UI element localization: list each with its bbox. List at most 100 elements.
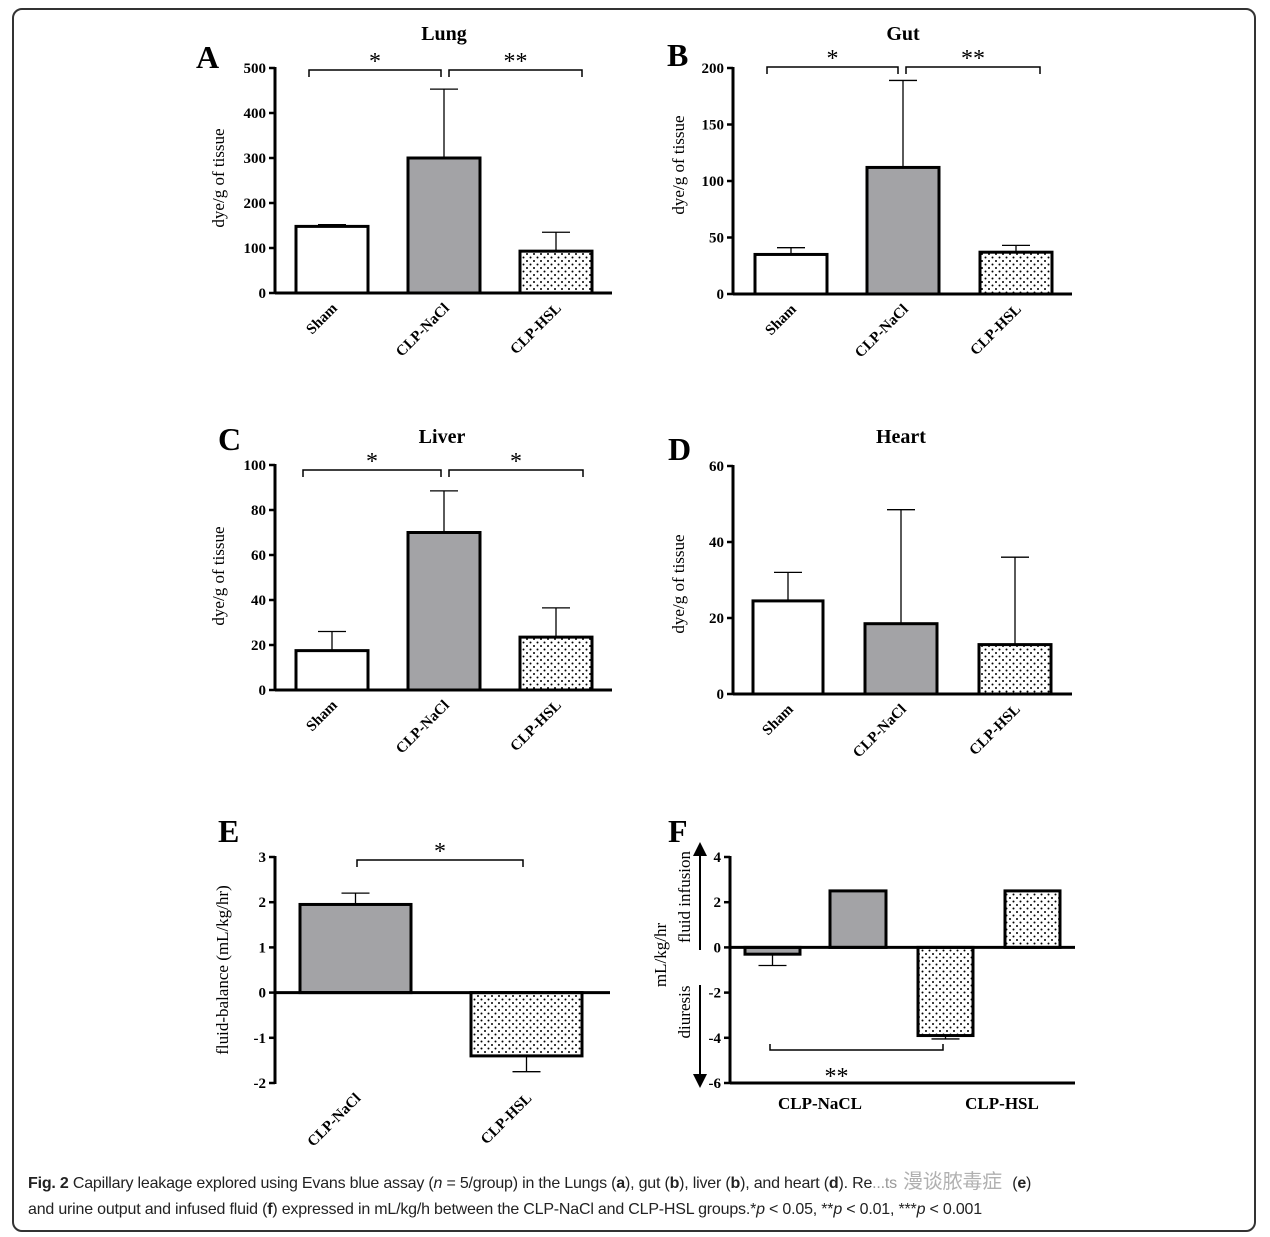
arrow-down-icon [693, 1074, 707, 1088]
watermark: 漫谈脓毒症 [902, 1169, 1002, 1193]
y-tick-label: 200 [702, 61, 725, 77]
y-tick-label: -2 [709, 986, 722, 1002]
x-tick-label: Sham [304, 300, 342, 338]
x-tick-label: CLP-HSL [967, 702, 1024, 759]
significance-bracket [448, 69, 583, 77]
x-tick-label: CLP-NaCl [393, 301, 453, 361]
caption-ref: a [616, 1175, 625, 1192]
x-tick-label: CLP-HSL [478, 1091, 535, 1148]
bar [1003, 889, 1062, 949]
y-tick-label: 150 [702, 118, 725, 134]
x-tick-label: CLP-HSL [968, 302, 1025, 359]
significance-label: * [827, 46, 839, 72]
caption-text: = 5/group) in the Lungs ( [442, 1175, 617, 1192]
x-tick-label: CLP-NaCl [305, 1091, 365, 1151]
caption-text: < 0.001 [925, 1201, 983, 1218]
bar [978, 250, 1054, 296]
y-tick-label: 300 [244, 151, 267, 167]
significance-label: ** [961, 46, 985, 72]
bar [406, 531, 482, 692]
y-tick-label: 100 [244, 458, 267, 474]
y-axis-label: dye/g of tissue [669, 115, 688, 214]
bar [863, 622, 939, 696]
caption-text-obscured: ...ts [872, 1175, 897, 1192]
caption-ref: e [1017, 1175, 1027, 1192]
y-axis-label-diuresis: diuresis [675, 986, 694, 1039]
significance-label: * [366, 449, 378, 475]
x-tick-label: CLP-NaCl [850, 702, 910, 762]
y-tick-label: 100 [702, 174, 725, 190]
y-tick-label: 2 [259, 895, 267, 911]
panel-label: B [667, 37, 688, 73]
caption-fig-label: Fig. 2 [28, 1175, 69, 1192]
bar [518, 249, 594, 295]
y-tick-label: 200 [244, 196, 267, 212]
caption-ref: d [828, 1175, 839, 1192]
x-tick-label: Sham [760, 701, 798, 739]
y-tick-label: -2 [254, 1076, 267, 1092]
significance-bracket [302, 469, 442, 477]
caption-ref: f [267, 1201, 273, 1218]
arrow-up-icon [693, 842, 707, 856]
caption-text: ). Re [838, 1175, 873, 1192]
y-axis-label: dye/g of tissue [209, 128, 228, 227]
x-tick-label: CLP-NaCL [778, 1094, 862, 1113]
bar [294, 224, 370, 295]
y-tick-label: 20 [709, 611, 724, 627]
y-tick-label: 0 [259, 286, 267, 302]
bar [298, 902, 413, 995]
y-tick-label: 400 [244, 106, 267, 122]
y-tick-label: 0 [259, 986, 267, 1002]
caption-text: p [756, 1201, 765, 1218]
y-tick-label: 0 [714, 940, 722, 956]
significance-bracket [766, 66, 899, 74]
caption-text: ( [1007, 1175, 1018, 1192]
y-tick-label: 0 [259, 683, 267, 699]
chart-title: Lung [421, 23, 467, 45]
y-tick-label: 80 [251, 503, 266, 519]
y-tick-label: 20 [251, 638, 266, 654]
y-tick-label: 100 [244, 241, 267, 257]
x-tick-label: CLP-HSL [508, 301, 565, 358]
caption-text: < 0.01, *** [842, 1201, 917, 1218]
x-tick-label: Sham [304, 697, 342, 735]
caption-text: ), liver ( [679, 1175, 731, 1192]
y-tick-label: 0 [717, 287, 725, 303]
significance-label: * [434, 839, 446, 865]
chart-title: Gut [886, 23, 920, 45]
caption-text: n [433, 1175, 443, 1192]
caption-ref: b [669, 1175, 680, 1192]
y-axis-label-fluid-infusion: fluid infusion [675, 850, 694, 943]
y-axis-label: dye/g of tissue [669, 534, 688, 633]
y-tick-label: 4 [714, 850, 722, 866]
y-axis-label: fluid-balance (mL/kg/hr) [213, 885, 232, 1054]
bar [518, 635, 594, 692]
significance-bracket [356, 859, 524, 867]
significance-label: ** [825, 1064, 849, 1090]
x-tick-label: CLP-HSL [508, 698, 565, 755]
panel-label: C [218, 421, 241, 457]
figure-frame [12, 8, 1256, 1232]
caption-text: < 0.05, ** [764, 1201, 834, 1218]
caption-text: Capillary leakage explored using Evans b… [68, 1175, 434, 1192]
figure-caption: Fig. 2 Capillary leakage explored using … [28, 1170, 1250, 1223]
y-tick-label: -6 [709, 1076, 722, 1092]
y-tick-label: 1 [259, 940, 267, 956]
bar [916, 945, 975, 1038]
caption-ref: b [730, 1175, 741, 1192]
bar [469, 991, 584, 1058]
y-tick-label: -1 [254, 1031, 267, 1047]
y-tick-label: 60 [709, 459, 724, 475]
bar [753, 252, 829, 296]
panel-label: D [668, 431, 691, 467]
y-tick-label: 60 [251, 548, 266, 564]
y-tick-label: 500 [244, 61, 267, 77]
caption-text: and urine output and infused fluid ( [28, 1201, 268, 1218]
significance-bracket [769, 1044, 944, 1051]
caption-text: p [916, 1201, 926, 1218]
bar [828, 889, 888, 949]
bar [865, 165, 941, 296]
y-axis-label: mL/kg/hr [651, 923, 670, 988]
significance-label: * [510, 449, 522, 475]
